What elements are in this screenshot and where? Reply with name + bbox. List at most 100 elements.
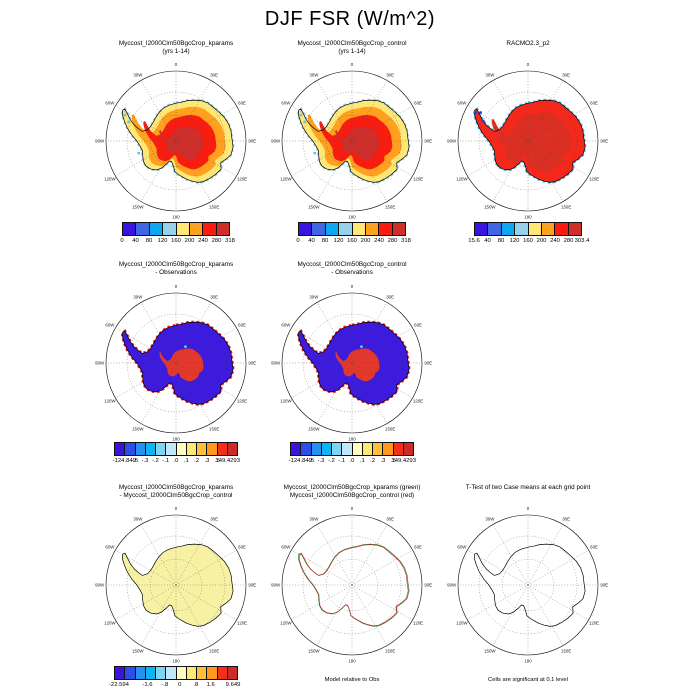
lon-label: 180: [172, 215, 180, 220]
colorbar-tick-label: 318: [401, 238, 411, 244]
lon-label: 0: [175, 62, 178, 67]
panel-title: RACMO2.3_p2: [506, 40, 550, 47]
meridian-line: [140, 140, 177, 202]
meridian-line: [291, 105, 353, 142]
lon-label: 120W: [280, 399, 292, 404]
colorbar-box: [475, 223, 489, 235]
lon-label: 0: [527, 506, 530, 511]
lon-label: 60W: [105, 544, 115, 549]
lon-label: 60W: [457, 100, 467, 105]
colorbar-box: [176, 667, 187, 679]
meridian-line: [175, 362, 212, 424]
colorbar-tick-label: 0: [178, 682, 182, 688]
colorbar-box: [311, 443, 322, 455]
antarctica-map-diff: 0 30E 60E 90E 120E 150E 180 150W 120W 90W 60W 30W: [95, 284, 256, 442]
lon-label: 0: [175, 284, 178, 289]
colorbar-tick-label: 160: [171, 238, 181, 244]
meridian-line: [140, 80, 177, 142]
colorbar-tick-label: -.2: [151, 458, 159, 464]
colorbar-labels: -124.849 -.5 -.3 -.2 -.1.0 .1 .2 .3 .5 149.4293: [113, 458, 240, 466]
meridian-line: [175, 80, 212, 142]
colorbar-tick-label: .2: [194, 458, 200, 464]
meridian-line: [115, 584, 177, 621]
lon-label: 120W: [104, 177, 116, 182]
lon-label: 30E: [210, 516, 218, 521]
antarctica-map-outline: 0 30E 60E 90E 120E 150E 180 150W 120W 90W 60W 30W: [447, 506, 608, 664]
coastal-speck: [313, 151, 317, 155]
colorbar-box: [342, 443, 353, 455]
meridian-line: [140, 584, 177, 646]
meridian-line: [115, 105, 177, 142]
antarctica-map-model: 0 30E 60E 90E 120E 150E 180 150W 120W 90W 60W 30W: [271, 62, 432, 220]
contour-band-2: [335, 126, 380, 160]
colorbar-box: [135, 443, 146, 455]
colorbar-tick-label: .5: [214, 458, 220, 464]
figure-title: DJF FSR (W/m^2): [264, 8, 436, 30]
colorbar-tick-label: 240: [550, 238, 560, 244]
lon-label: 90W: [271, 360, 281, 365]
lon-label: 150E: [385, 204, 395, 209]
lon-label: 60W: [105, 322, 115, 327]
colorbar-tick-label: -.5: [307, 458, 315, 464]
colorbar-box: [362, 443, 373, 455]
meridian-line: [175, 140, 212, 202]
lon-label: 90E: [424, 138, 432, 143]
colorbar-box: [541, 223, 556, 235]
colorbar-labels: 0 40 80 120 160 200 240 280 318: [120, 238, 235, 246]
meridian-line: [175, 584, 237, 621]
meridian-line: [351, 80, 388, 142]
colorbar-box: [217, 443, 228, 455]
colorbar-box: [166, 443, 177, 455]
coastline-outline: [122, 99, 234, 183]
colorbar-box: [186, 667, 197, 679]
colorbar-tick-label: 0: [120, 238, 124, 244]
meridian-line: [175, 362, 237, 399]
lon-label: 30W: [133, 72, 143, 77]
lon-label: 0: [351, 506, 354, 511]
colorbar-tick-label: 160: [523, 238, 533, 244]
colorbar-box: [115, 667, 126, 679]
lon-label: 90W: [271, 582, 281, 587]
colorbar-box: [325, 223, 340, 235]
lon-label: 60W: [105, 100, 115, 105]
coastline-outline: [122, 543, 234, 627]
lon-label: 60W: [281, 322, 291, 327]
meridian-line: [291, 584, 353, 621]
lon-label: 150W: [308, 426, 320, 431]
lon-label: 150W: [308, 648, 320, 653]
colorbar-tick-label: 240: [374, 238, 384, 244]
colorbar-tick-label: 80: [145, 238, 153, 244]
lon-label: 90E: [248, 138, 256, 143]
colorbar: [122, 222, 230, 236]
lon-label: 30E: [210, 294, 218, 299]
coastal-speck: [479, 111, 482, 114]
lon-label: 30E: [386, 516, 394, 521]
colorbar-tick-label: .5: [390, 458, 396, 464]
colorbar-box: [216, 223, 229, 235]
lon-label: 90W: [271, 138, 281, 143]
colorbar-tick-label: 120: [333, 238, 344, 244]
map-boundary-circle: [281, 70, 423, 212]
colorbar-tick-label: 200: [360, 238, 371, 244]
colorbar-box: [203, 223, 217, 235]
coastal-speck: [303, 120, 307, 124]
colorbar-box: [123, 223, 137, 235]
colorbar-tick-label: .1: [359, 458, 365, 464]
coastal-speck: [127, 120, 131, 124]
colorbar-tick-label: 120: [509, 238, 520, 244]
antarctica-map-diff: 0 30E 60E 90E 120E 150E 180 150W 120W 90W 60W 30W: [271, 284, 432, 442]
lon-label: 150E: [209, 648, 219, 653]
lon-label: 90E: [248, 582, 256, 587]
meridian-line: [467, 549, 529, 586]
map-boundary-circle: [105, 292, 247, 434]
colorbar-box: [379, 223, 393, 235]
colorbar-box: [217, 667, 228, 679]
lon-label: 60W: [281, 100, 291, 105]
colorbar-tick-label: 149.4293: [391, 458, 416, 464]
lon-label: 150E: [385, 426, 395, 431]
lon-label: 90W: [95, 360, 105, 365]
meridian-line: [175, 105, 237, 142]
lon-label: 120W: [280, 177, 292, 182]
colorbar-box: [393, 443, 404, 455]
contour-band-0: [159, 348, 204, 382]
